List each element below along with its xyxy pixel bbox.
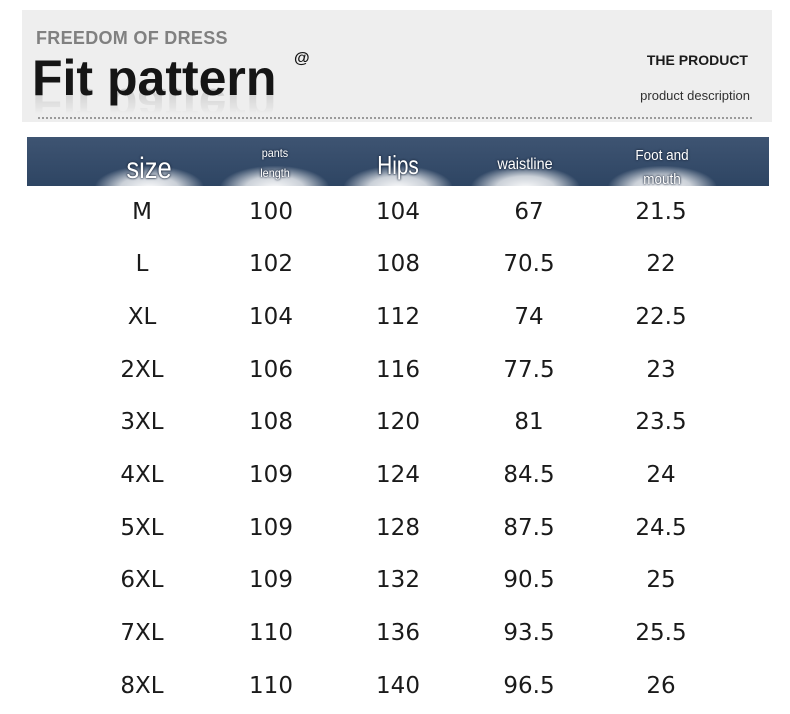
table-row: 4XL 109 124 84.5 24 xyxy=(27,449,769,501)
column-header-pants-length-label: pants length xyxy=(260,146,290,180)
size-cell: 2XL xyxy=(120,357,164,383)
pants-length-cell: 110 xyxy=(249,620,293,646)
pants-length-cell: 100 xyxy=(249,199,293,225)
pants-length-cell: 110 xyxy=(249,673,293,699)
column-header-foot-mouth: Foot and mouth xyxy=(608,137,716,188)
pants-length-cell: 109 xyxy=(249,462,293,488)
size-cell: L xyxy=(135,251,149,277)
hips-cell: 104 xyxy=(376,199,420,225)
table-row: 6XL 109 132 90.5 25 xyxy=(27,554,769,606)
column-header-waistline: waistline xyxy=(470,137,579,188)
product-label: THE PRODUCT xyxy=(646,52,748,68)
size-cell: 4XL xyxy=(120,462,164,488)
hips-cell: 124 xyxy=(376,462,420,488)
foot-mouth-cell: 22.5 xyxy=(635,304,687,330)
hips-cell: 128 xyxy=(376,515,420,541)
size-cell: 3XL xyxy=(120,409,164,435)
page-title: Fit pattern xyxy=(32,50,277,106)
size-cell: M xyxy=(132,199,152,225)
waistline-cell: 96.5 xyxy=(503,673,555,699)
foot-mouth-cell: 25.5 xyxy=(635,620,687,646)
pants-length-cell: 108 xyxy=(249,409,293,435)
brand-tagline: FREEDOM OF DRESS xyxy=(36,28,228,48)
size-table-header: size pants length Hips waistline Foot an… xyxy=(27,137,769,188)
table-row: L 102 108 70.5 22 xyxy=(27,238,769,290)
size-cell: 8XL xyxy=(120,673,164,699)
pants-length-cell: 106 xyxy=(249,357,293,383)
column-header-waistline-label: waistline xyxy=(497,156,553,173)
table-row: 8XL 110 140 96.5 26 xyxy=(27,660,769,712)
waistline-cell: 70.5 xyxy=(503,251,555,277)
hips-cell: 116 xyxy=(376,357,420,383)
foot-mouth-cell: 24.5 xyxy=(635,515,687,541)
foot-mouth-cell: 23.5 xyxy=(635,409,687,435)
column-header-foot-mouth-label: Foot and mouth xyxy=(635,147,689,188)
waistline-cell: 84.5 xyxy=(503,462,555,488)
waistline-cell: 77.5 xyxy=(503,357,555,383)
hips-cell: 120 xyxy=(376,409,420,435)
size-cell: 5XL xyxy=(120,515,164,541)
header-glow xyxy=(470,166,579,188)
size-cell: 6XL xyxy=(120,567,164,593)
product-description: product description xyxy=(640,88,750,103)
pants-length-cell: 109 xyxy=(249,567,293,593)
pants-length-cell: 102 xyxy=(249,251,293,277)
table-row: 7XL 110 136 93.5 25.5 xyxy=(27,607,769,659)
hips-cell: 132 xyxy=(376,567,420,593)
foot-mouth-cell: 26 xyxy=(646,673,676,699)
foot-mouth-cell: 25 xyxy=(646,567,676,593)
title-banner: FREEDOM OF DRESS Fit pattern Fit pattern… xyxy=(22,10,772,134)
foot-mouth-cell: 23 xyxy=(646,357,676,383)
waistline-cell: 87.5 xyxy=(503,515,555,541)
waistline-cell: 67 xyxy=(514,199,544,225)
table-row: 3XL 108 120 81 23.5 xyxy=(27,396,769,448)
pants-length-cell: 109 xyxy=(249,515,293,541)
waistline-cell: 90.5 xyxy=(503,567,555,593)
foot-mouth-cell: 21.5 xyxy=(635,199,687,225)
table-row: 2XL 106 116 77.5 23 xyxy=(27,344,769,396)
page-title-wrap: Fit pattern Fit pattern @ xyxy=(32,50,362,134)
size-cell: 7XL xyxy=(120,620,164,646)
foot-mouth-cell: 22 xyxy=(646,251,676,277)
header-glow xyxy=(220,166,329,188)
table-row: XL 104 112 74 22.5 xyxy=(27,291,769,343)
column-header-hips: Hips xyxy=(343,137,452,188)
column-header-pants-length: pants length xyxy=(220,137,329,188)
waistline-cell: 74 xyxy=(514,304,544,330)
dotted-divider xyxy=(38,117,752,119)
table-row: 5XL 109 128 87.5 24.5 xyxy=(27,502,769,554)
waistline-cell: 93.5 xyxy=(503,620,555,646)
header-glow xyxy=(94,166,203,188)
column-header-size: size xyxy=(94,137,203,188)
pants-length-cell: 104 xyxy=(249,304,293,330)
title-at-mark: @ xyxy=(294,50,310,67)
foot-mouth-cell: 24 xyxy=(646,462,676,488)
hips-cell: 112 xyxy=(376,304,420,330)
column-header-hips-label: Hips xyxy=(377,150,419,180)
hips-cell: 140 xyxy=(376,673,420,699)
size-cell: XL xyxy=(127,304,157,330)
table-row: M 100 104 67 21.5 xyxy=(27,186,769,238)
header-glow xyxy=(608,166,716,188)
header-glow xyxy=(343,166,452,188)
waistline-cell: 81 xyxy=(514,409,544,435)
hips-cell: 108 xyxy=(376,251,420,277)
column-header-size-label: size xyxy=(126,152,172,185)
hips-cell: 136 xyxy=(376,620,420,646)
